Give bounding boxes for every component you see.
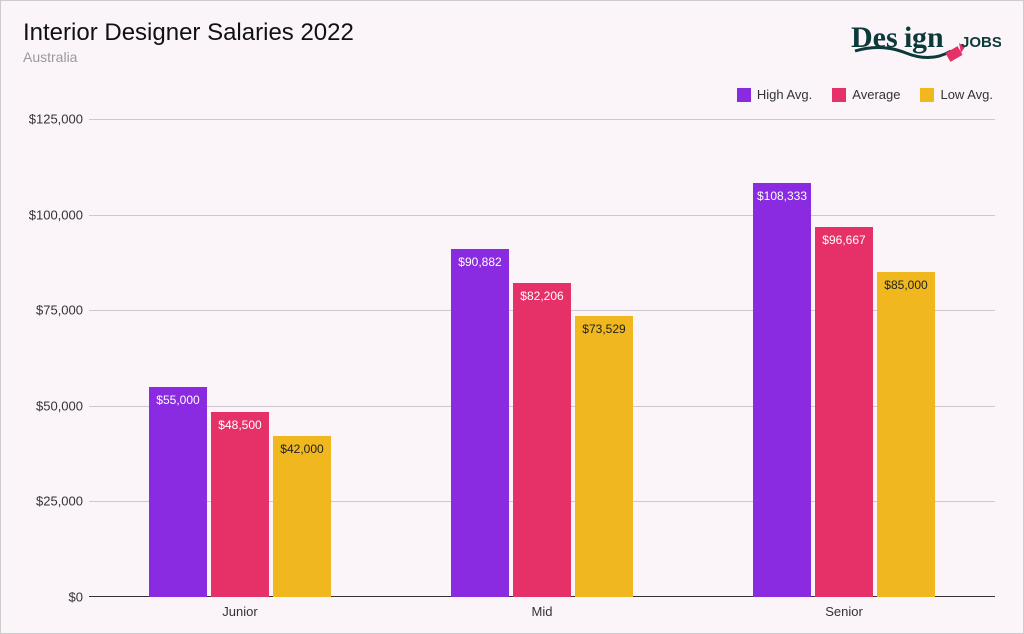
y-axis-label: $75,000 <box>23 303 83 318</box>
chart-container: Interior Designer Salaries 2022 Australi… <box>0 0 1024 634</box>
chart-title: Interior Designer Salaries 2022 <box>23 19 851 47</box>
chart-subtitle: Australia <box>23 49 851 65</box>
legend-label: High Avg. <box>757 87 812 102</box>
bar: $73,529 <box>575 316 633 597</box>
y-axis-label: $100,000 <box>23 207 83 222</box>
svg-text:gn: gn <box>912 21 944 54</box>
legend-label: Low Avg. <box>940 87 993 102</box>
bar: $90,882 <box>451 249 509 597</box>
legend-item-high: High Avg. <box>737 87 812 102</box>
bar: $48,500 <box>211 412 269 597</box>
y-axis-label: $125,000 <box>23 112 83 127</box>
legend-swatch-icon <box>737 88 751 102</box>
bar-value-label: $55,000 <box>149 393 207 407</box>
bar: $96,667 <box>815 227 873 597</box>
brand-logo: Des i gn JOBS <box>851 19 1001 67</box>
x-axis-label: Senior <box>753 604 935 619</box>
legend-item-average: Average <box>832 87 900 102</box>
legend-item-low: Low Avg. <box>920 87 993 102</box>
bar: $55,000 <box>149 387 207 597</box>
y-axis-label: $50,000 <box>23 398 83 413</box>
y-axis-label: $0 <box>23 590 83 605</box>
x-axis-label: Mid <box>451 604 633 619</box>
bar-value-label: $73,529 <box>575 322 633 336</box>
header: Interior Designer Salaries 2022 Australi… <box>23 19 1001 67</box>
category-group: $55,000$48,500$42,000Junior <box>149 387 331 597</box>
y-axis-label: $25,000 <box>23 494 83 509</box>
bar: $82,206 <box>513 283 571 597</box>
category-group: $90,882$82,206$73,529Mid <box>451 249 633 597</box>
bar: $108,333 <box>753 183 811 597</box>
bar-value-label: $96,667 <box>815 233 873 247</box>
bar-value-label: $48,500 <box>211 418 269 432</box>
title-block: Interior Designer Salaries 2022 Australi… <box>23 19 851 65</box>
plot-area: $0$25,000$50,000$75,000$100,000$125,000$… <box>89 119 995 597</box>
bar-value-label: $82,206 <box>513 289 571 303</box>
gridline <box>89 119 995 120</box>
design-jobs-logo-icon: Des i gn JOBS <box>851 19 1001 67</box>
bar-value-label: $108,333 <box>753 189 811 203</box>
x-axis-label: Junior <box>149 604 331 619</box>
bar-value-label: $85,000 <box>877 278 935 292</box>
bar-value-label: $42,000 <box>273 442 331 456</box>
bar: $85,000 <box>877 272 935 597</box>
legend-swatch-icon <box>920 88 934 102</box>
svg-text:JOBS: JOBS <box>961 34 1001 51</box>
bar-value-label: $90,882 <box>451 255 509 269</box>
legend-label: Average <box>852 87 900 102</box>
legend-swatch-icon <box>832 88 846 102</box>
category-group: $108,333$96,667$85,000Senior <box>753 183 935 597</box>
bar: $42,000 <box>273 436 331 597</box>
legend: High Avg. Average Low Avg. <box>737 87 993 102</box>
